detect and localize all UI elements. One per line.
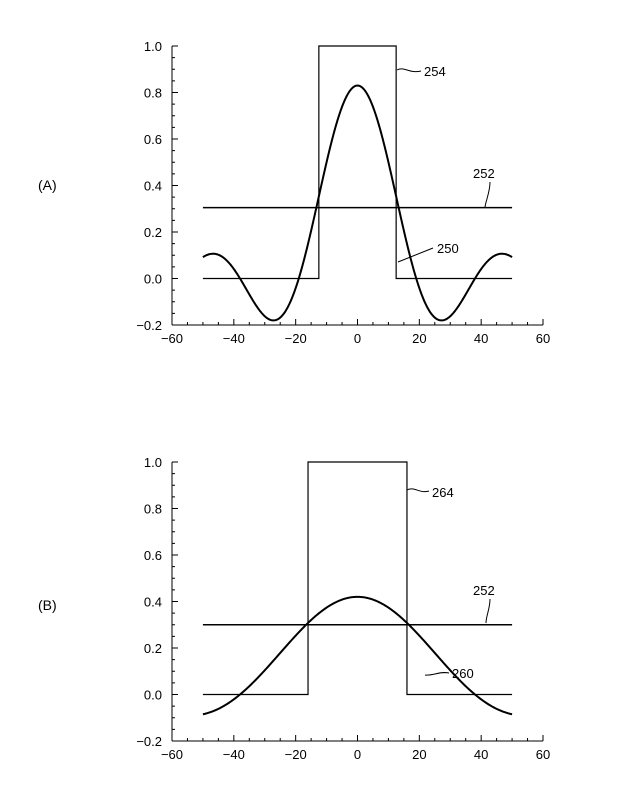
chart-panel-b: (B) 1.0 0.8 0.6 0.4 0.2 0.0 −0.2−60 −40 −20 0 20 40 6… [38, 455, 550, 762]
leader-252 [486, 599, 490, 623]
panel-label: (B) [38, 597, 57, 613]
x-tick-label: −20 [285, 747, 307, 762]
y-tick-label: 1.0 [144, 455, 162, 470]
y-tick-label: 0.8 [144, 502, 162, 517]
ref-label-260: 260 [452, 666, 474, 681]
y-tick-label: 0.2 [144, 641, 162, 656]
ref-label-254: 254 [424, 64, 446, 79]
leader-252 [485, 182, 490, 207]
ref-label-250: 250 [437, 241, 459, 256]
panel-label: (A) [38, 177, 57, 193]
leader-264 [407, 489, 429, 492]
x-tick-label: 20 [412, 331, 426, 346]
x-tick-label: 60 [536, 331, 550, 346]
x-tick-label: 40 [474, 331, 488, 346]
curve-250 [203, 86, 512, 321]
curve-260 [203, 597, 512, 714]
x-tick-label: 0 [354, 747, 361, 762]
x-tick-label: 0 [354, 331, 361, 346]
x-tick-label: −60 [161, 331, 183, 346]
leader-260 [425, 673, 449, 676]
y-tick-label: 0.6 [144, 132, 162, 147]
ref-label-252: 252 [473, 583, 495, 598]
x-tick-label: −20 [285, 331, 307, 346]
x-tick-label: −40 [223, 331, 245, 346]
rect-window-264 [203, 462, 512, 695]
y-tick-label: 0.2 [144, 225, 162, 240]
y-tick-label: 0.4 [144, 595, 162, 610]
leader-250 [398, 248, 433, 262]
x-tick-label: −60 [161, 747, 183, 762]
ref-label-252: 252 [473, 166, 495, 181]
y-tick-label: 0.0 [144, 688, 162, 703]
y-tick-label: 0.8 [144, 86, 162, 101]
x-tick-label: 20 [412, 747, 426, 762]
y-tick-label: −0.2 [136, 318, 162, 333]
y-tick-label: 0.6 [144, 548, 162, 563]
rect-window-254 [203, 46, 512, 279]
y-tick-label: 0.0 [144, 272, 162, 287]
leader-254 [397, 69, 421, 72]
x-tick-label: 60 [536, 747, 550, 762]
chart-panel-a: (A) 1.0 0.8 0.6 0.4 0.2 0.0 −0.2−60 −40 −20 0 20 40 6… [38, 39, 550, 346]
x-tick-label: 40 [474, 747, 488, 762]
x-tick-label: −40 [223, 747, 245, 762]
y-tick-label: 1.0 [144, 39, 162, 54]
ref-label-264: 264 [432, 485, 454, 500]
y-tick-label: 0.4 [144, 179, 162, 194]
y-tick-label: −0.2 [136, 734, 162, 749]
